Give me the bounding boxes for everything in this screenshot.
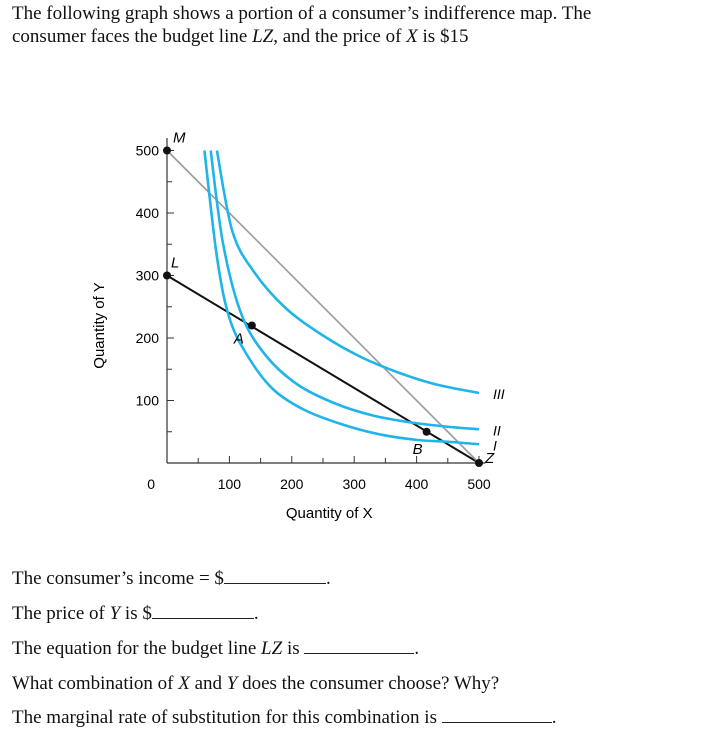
answer-blank-income[interactable]: [223, 567, 326, 584]
point-z: [475, 459, 483, 467]
indifference-curve-ii: [209, 150, 480, 431]
curve-label-iii: III: [493, 386, 505, 402]
intro-line-1: The following graph shows a portion of a…: [12, 3, 592, 24]
point-a: [247, 321, 256, 330]
point-label-l: L: [171, 255, 179, 272]
answer-blank-mrs[interactable]: [441, 706, 552, 723]
question-combination: What combination of X and Y does the con…: [12, 672, 499, 696]
curve-label-ii: II: [493, 422, 501, 438]
curve-label-i: I: [493, 437, 497, 453]
axis-labels: 100 200 300 400 500 100 200 300 400 500 0 Quantity …: [91, 130, 505, 523]
x-axis-title: Quantity of X: [286, 505, 373, 522]
intro-good-x: X: [406, 26, 418, 47]
good-y-label: Y: [226, 673, 238, 694]
period: .: [414, 638, 420, 659]
points: [163, 146, 483, 467]
y-tick-label: 200: [136, 330, 160, 346]
intro-text-c: is $15: [417, 26, 469, 47]
indifference-curves: [203, 150, 480, 446]
intro-text-b: , and the price of: [273, 26, 407, 47]
x-tick-label: 200: [280, 476, 304, 492]
y-tick-label: 300: [136, 268, 160, 284]
indifference-curve-iii: [215, 150, 480, 395]
x-tick-label: 300: [343, 476, 367, 492]
budget-line-mz: [166, 149, 480, 464]
question-income-text: The consumer’s income = $: [12, 568, 224, 589]
intro-budget-line-label: LZ: [252, 26, 274, 47]
point-m: [163, 146, 171, 155]
budget-line-lz: [166, 274, 480, 464]
answer-blank-price-y[interactable]: [151, 602, 254, 619]
period: .: [551, 707, 557, 728]
y-tick-label: 400: [136, 205, 160, 221]
question-equation-text-b: is: [282, 638, 305, 659]
period: .: [253, 603, 259, 624]
budget-lines: [166, 149, 480, 464]
question-mrs-text: The marginal rate of substitution for th…: [12, 707, 442, 728]
point-label-b: B: [413, 441, 423, 458]
question-combination-text-c: does the consumer choose? Why?: [237, 673, 500, 694]
question-equation: The equation for the budget line LZ is .: [12, 637, 419, 661]
budget-line-label: LZ: [261, 638, 283, 659]
question-price-y-text: The price of: [12, 603, 110, 624]
y-axis-title: Quantity of Y: [91, 282, 108, 368]
x-tick-label: 500: [467, 476, 491, 492]
x-tick-label: 100: [218, 476, 242, 492]
axes: [166, 138, 486, 464]
y-tick-label: 500: [136, 143, 160, 159]
question-mrs: The marginal rate of substitution for th…: [12, 706, 556, 730]
question-combination-text: What combination of: [12, 673, 179, 694]
indifference-curve-i: [203, 150, 480, 446]
point-l: [163, 271, 171, 280]
question-equation-text: The equation for the budget line: [12, 638, 262, 659]
question-price-y-text-b: is $: [120, 603, 152, 624]
intro-line-2: consumer faces the budget line LZ, and t…: [12, 25, 692, 48]
question-income: The consumer’s income = $.: [12, 567, 331, 591]
period: .: [325, 568, 331, 589]
cut-off-next-line: [0, 742, 703, 746]
y-tick-label: 100: [136, 393, 160, 409]
question-price-y: The price of Y is $.: [12, 602, 259, 626]
origin-label: 0: [147, 476, 155, 492]
question-combination-text-b: and: [189, 673, 227, 694]
indifference-map-chart: 100 200 300 400 500 100 200 300 400 500 0 Quantity …: [91, 130, 505, 523]
good-y-label: Y: [109, 603, 121, 624]
point-b: [422, 427, 431, 436]
point-label-m: M: [173, 130, 186, 147]
x-tick-label: 400: [405, 476, 429, 492]
intro-text-a: consumer faces the budget line: [12, 26, 253, 47]
point-label-z: Z: [484, 450, 495, 467]
answer-blank-equation[interactable]: [304, 637, 415, 654]
point-label-a: A: [233, 331, 244, 348]
problem-statement: The following graph shows a portion of a…: [12, 2, 692, 48]
good-x-label: X: [178, 673, 190, 694]
